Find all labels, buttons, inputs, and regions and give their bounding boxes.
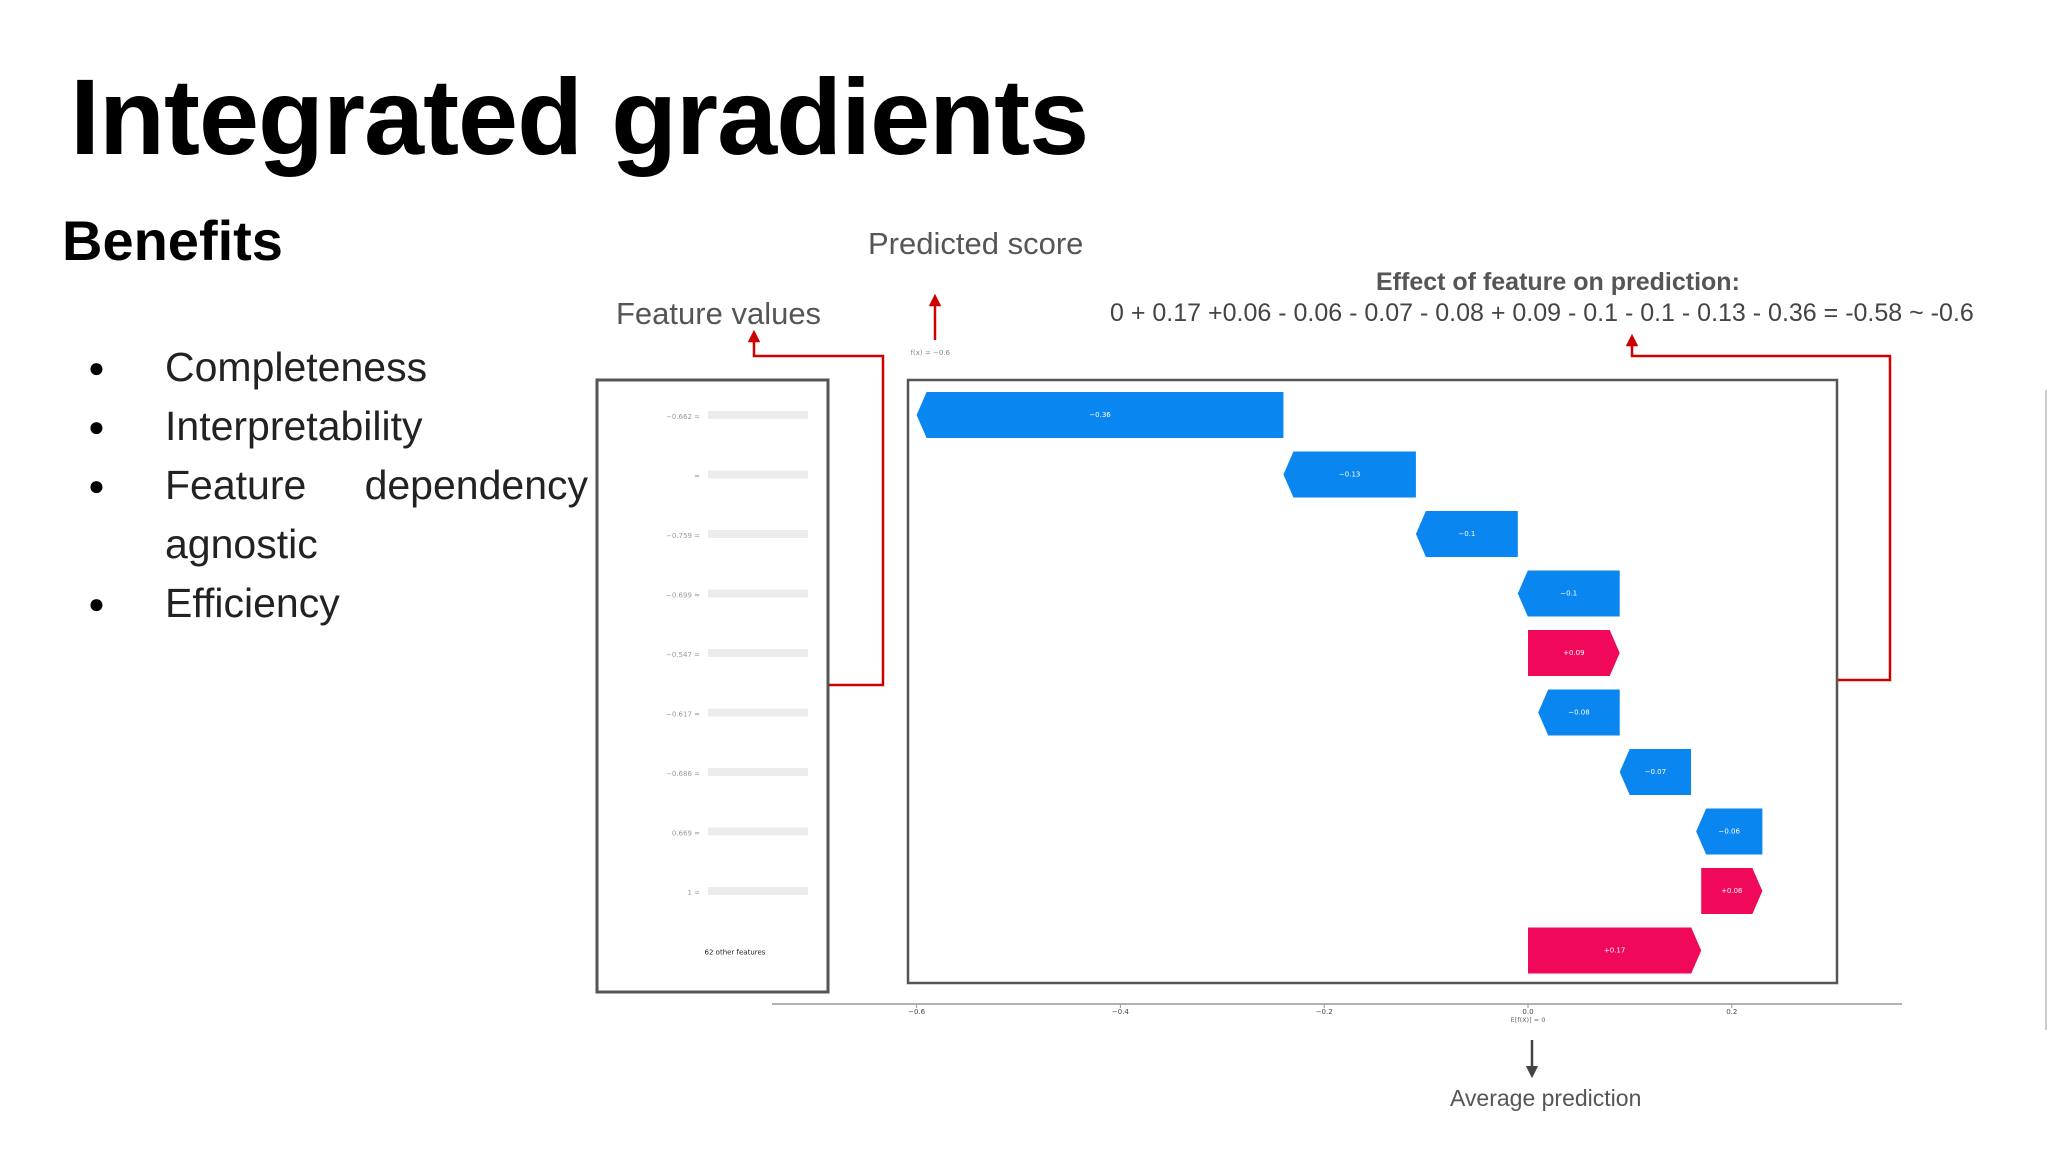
feature-name-bar-2: [708, 530, 808, 538]
bullet-efficiency: Efficiency: [88, 574, 588, 633]
base-value-label: E[f(X)] = 0: [1511, 1016, 1546, 1024]
slide-title: Integrated gradients: [70, 56, 1089, 177]
bullet-feature-dependency: Feature dependency agnostic: [88, 456, 588, 574]
feature-name-bar-8: [708, 887, 808, 895]
effect-arrow: [1625, 333, 1892, 682]
feature-name-bar-4: [708, 649, 808, 657]
waterfall-bars: −0.36 −0.13 −0.1 −0.1 +0.09 −0.08 −0.07 −0.06 +0…: [911, 349, 1763, 974]
bar-label-5: −0.08: [1568, 709, 1589, 717]
feature-name-bar-0: [708, 411, 808, 419]
feature-name-bar-7: [708, 827, 808, 836]
bar-label-2: −0.1: [1458, 530, 1475, 538]
feature-name-bar-1: [708, 470, 808, 479]
benefits-list: Completeness Interpretability Feature de…: [88, 338, 588, 633]
feature-label-8: 1 =: [687, 889, 700, 897]
feature-label-1: =: [694, 473, 700, 481]
feature-values-label: Feature values: [616, 296, 822, 331]
feature-name-bar-3: [708, 589, 808, 598]
x-tick-label-3: 0.0: [1522, 1008, 1533, 1016]
bullet-completeness: Completeness: [88, 338, 588, 397]
feature-label-6: −0.686 =: [666, 770, 700, 778]
feature-label-5: −0.617 =: [666, 711, 700, 719]
feature-label-0: −0.662 =: [666, 413, 700, 421]
bar-4: [1528, 630, 1620, 676]
average-prediction-label: Average prediction: [1450, 1085, 1642, 1111]
bar-7: [1696, 808, 1763, 855]
bar-8: [1701, 868, 1763, 914]
bar-label-7: −0.06: [1719, 828, 1741, 836]
x-tick-label-2: −0.2: [1316, 1008, 1333, 1016]
feature-label-4: −0.547 =: [666, 651, 700, 659]
x-tick-label-0: −0.6: [908, 1008, 926, 1016]
slide-subtitle: Benefits: [62, 209, 283, 272]
fx-label: f(x) = −0.6: [911, 349, 951, 357]
bar-9: [1528, 927, 1702, 974]
bar-3: [1517, 570, 1620, 617]
feature-values-list: −0.662 = = −0.759 = −0.699 = −0.547 = −0.617 …: [666, 411, 808, 957]
bar-label-4: +0.09: [1563, 649, 1584, 657]
bar-2: [1415, 511, 1518, 557]
bar-label-6: −0.07: [1645, 768, 1666, 776]
bar-label-0: −0.36: [1089, 411, 1111, 419]
feature-values-panel: [595, 378, 830, 994]
feature-name-bar-6: [708, 768, 808, 776]
x-axis-ticks: −0.6 −0.4 −0.2 0.0 0.2 E[f(X)] = 0: [908, 1004, 1737, 1024]
bullet-interpretability: Interpretability: [88, 397, 588, 456]
feature-label-3: −0.699 =: [666, 592, 700, 600]
predicted-score-label: Predicted score: [868, 226, 1084, 261]
feature-values-arrow: [747, 329, 885, 687]
bar-label-9: +0.17: [1604, 947, 1625, 955]
plot-frame: [906, 378, 1839, 985]
feature-label-2: −0.759 =: [666, 532, 700, 540]
bar-0: [916, 392, 1284, 438]
x-tick-label-4: 0.2: [1726, 1008, 1737, 1016]
feature-label-9: 62 other features: [705, 949, 766, 957]
bar-label-8: +0.06: [1721, 887, 1743, 895]
effect-title: Effect of feature on prediction:: [1376, 268, 1740, 296]
bar-label-3: −0.1: [1560, 590, 1577, 598]
bar-6: [1619, 749, 1692, 795]
bar-1: [1283, 451, 1416, 498]
feature-label-7: 0.669 =: [672, 830, 700, 838]
bar-label-1: −0.13: [1339, 471, 1360, 479]
feature-name-bar-5: [708, 708, 808, 717]
x-tick-label-1: −0.4: [1112, 1008, 1130, 1016]
effect-formula: 0 + 0.17 +0.06 - 0.06 - 0.07 - 0.08 + 0.…: [1110, 299, 1974, 327]
bar-5: [1538, 689, 1620, 736]
